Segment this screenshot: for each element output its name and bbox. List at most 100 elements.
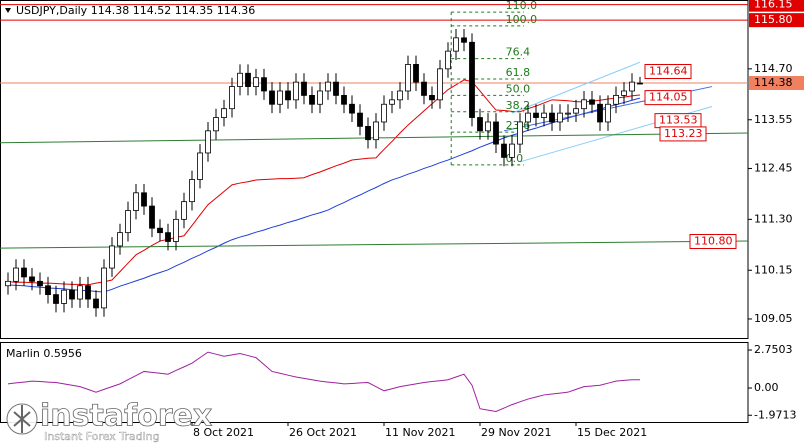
x-tick-label: 29 Nov 2021 — [481, 426, 551, 439]
price-level-box — [749, 13, 804, 28]
candle-body — [69, 289, 75, 300]
y-tick-label: 111.30 — [754, 212, 793, 225]
candle-body — [469, 41, 475, 118]
indicator-name: Marlin — [6, 347, 40, 360]
candle-body — [565, 112, 571, 115]
symbol: USDJPY,Daily — [16, 4, 88, 17]
candle-body — [429, 95, 435, 101]
header: USDJPY,Daily 114.38 114.52 114.35 114.36… — [5, 4, 255, 360]
indicator-title: Marlin 0.5956 — [6, 347, 82, 360]
x-tick-label: 8 Oct 2021 — [193, 426, 254, 439]
candle-body — [349, 103, 355, 114]
fib-label: 100.0 — [506, 13, 537, 26]
trend-label-box — [644, 90, 692, 106]
watermark: instaforex Instant Forex Trading — [6, 398, 213, 443]
candle-body — [557, 112, 563, 123]
candle-body — [141, 192, 147, 207]
watermark-brand: instaforex — [40, 399, 212, 434]
candle-body — [253, 77, 259, 87]
candle-body — [53, 294, 59, 304]
candle-body — [213, 117, 219, 132]
candle-body — [45, 285, 51, 296]
candle-body — [109, 245, 115, 269]
candle-body — [221, 108, 227, 118]
fib-label: 50.0 — [506, 82, 530, 95]
candle-body — [13, 267, 19, 282]
price-level-label: 116.15 — [754, 0, 793, 11]
candle-body — [237, 72, 243, 87]
candle-body — [525, 112, 531, 123]
candle-body — [613, 95, 619, 105]
candle-body — [29, 276, 35, 282]
header-icon — [5, 8, 11, 13]
candle-body — [549, 112, 555, 123]
candle-body — [509, 143, 515, 158]
trend-label: 113.23 — [664, 127, 703, 140]
candle-body — [541, 112, 547, 118]
candle-body — [333, 81, 339, 96]
candle-body — [501, 143, 507, 158]
fib-label: 76.4 — [506, 46, 530, 59]
candle-body — [461, 37, 467, 43]
candle-body — [149, 205, 155, 229]
candle-body — [269, 90, 275, 105]
indicator-value: 0.5956 — [43, 347, 82, 360]
candle-body — [77, 285, 83, 300]
candle-body — [397, 90, 403, 101]
candle-body — [125, 210, 131, 234]
candle-body — [637, 82, 643, 85]
candle-body — [293, 81, 299, 101]
price-level-box — [749, 76, 804, 91]
y-tick-label: 113.55 — [754, 113, 793, 126]
candle-body — [285, 90, 291, 101]
trend-label: 113.53 — [659, 114, 698, 127]
candle-body — [245, 72, 251, 87]
x-tick-label: 26 Oct 2021 — [289, 426, 357, 439]
low-value: 114.35 — [175, 4, 214, 17]
candle-body — [277, 90, 283, 105]
price-level-box — [749, 0, 804, 12]
fib-label: 110.0 — [506, 0, 537, 12]
watermark-logo-mark — [13, 405, 31, 433]
price-level-label: 115.80 — [754, 13, 793, 26]
trend-line — [511, 61, 641, 114]
candle-body — [205, 130, 211, 154]
indicator-line — [7, 351, 641, 413]
candle-body — [629, 81, 635, 92]
candle-body — [133, 192, 139, 211]
candle-body — [301, 81, 307, 96]
y-tick-label: 114.70 — [754, 62, 793, 75]
chart-title: USDJPY,Daily 114.38 114.52 114.35 114.36 — [16, 4, 255, 17]
candle-body — [389, 99, 395, 105]
y-tick-label: 112.45 — [754, 161, 793, 174]
candle-body — [37, 280, 43, 287]
trend-label-box — [659, 126, 707, 142]
candle-body — [405, 64, 411, 92]
fib-label: 61.8 — [506, 66, 530, 79]
candle-body — [117, 232, 123, 247]
y-tick-label: 110.15 — [754, 263, 793, 276]
candle-body — [437, 68, 443, 101]
candle-body — [157, 227, 163, 234]
close-value: 114.36 — [217, 4, 256, 17]
candle-body — [477, 117, 483, 132]
candle-body — [573, 108, 579, 114]
y-tick-label: 2.7503 — [754, 343, 793, 356]
candle-body — [181, 201, 187, 220]
candle-body — [533, 112, 539, 118]
candle-body — [485, 121, 491, 132]
moving-average — [7, 97, 641, 293]
candle-body — [581, 99, 587, 110]
candle-body — [445, 50, 451, 70]
candle-body — [165, 232, 171, 242]
trend-label: 110.80 — [694, 234, 733, 247]
high-value: 114.52 — [133, 4, 172, 17]
candle-body — [325, 81, 331, 92]
candle-body — [173, 218, 179, 242]
candle-body — [357, 112, 363, 127]
candle-body — [517, 121, 523, 145]
indicator-panel — [0, 342, 749, 423]
